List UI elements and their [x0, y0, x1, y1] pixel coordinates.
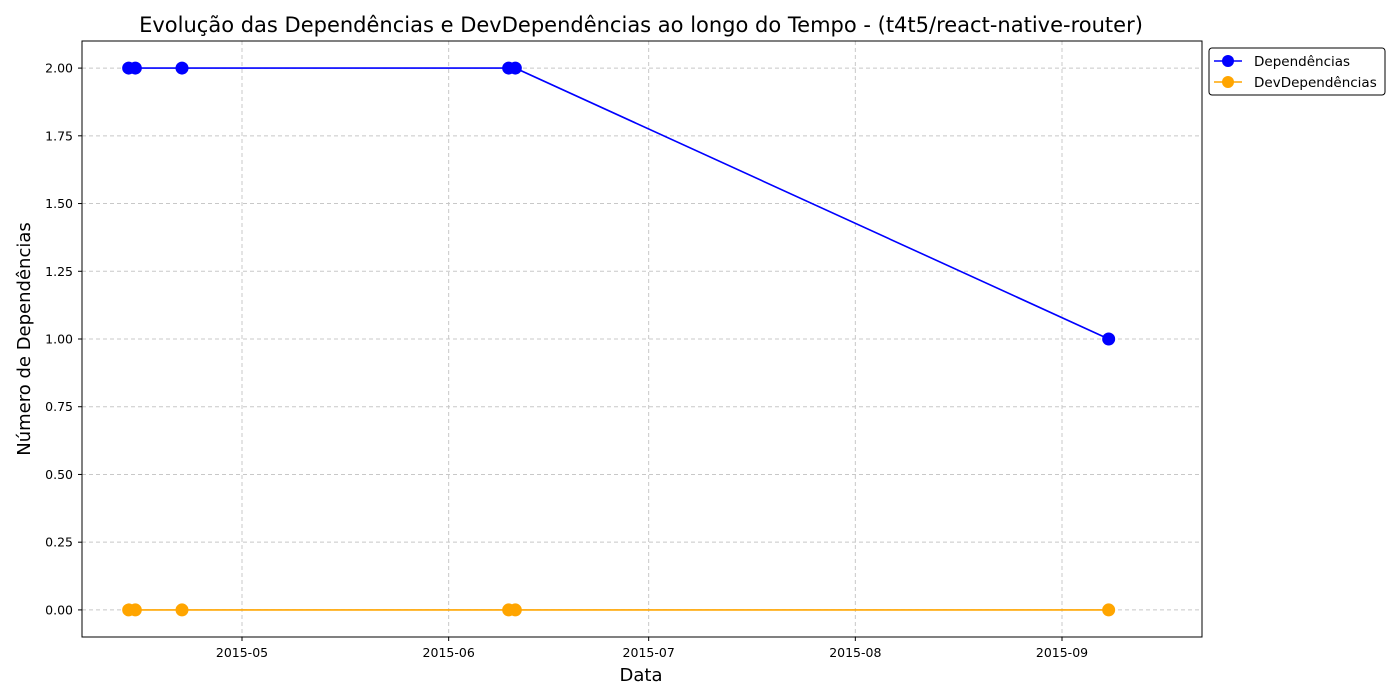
y-tick-label: 2.00 — [45, 61, 73, 76]
legend-label: Dependências — [1254, 54, 1350, 70]
y-tick-label: 1.00 — [45, 332, 73, 347]
y-axis-label: Número de Dependências — [14, 222, 35, 456]
x-tick-label: 2015-05 — [216, 645, 268, 660]
legend: Dependências DevDependências — [1208, 47, 1386, 96]
y-tick-label: 0.25 — [45, 535, 73, 550]
series-1-point — [128, 61, 142, 75]
series-1-line — [128, 67, 1109, 340]
x-tick-label: 2015-07 — [623, 645, 675, 660]
series-2-point — [128, 603, 142, 617]
y-tick-label: 0.50 — [45, 467, 73, 482]
x-axis-label: Data — [620, 665, 663, 686]
legend-label: DevDependências — [1254, 75, 1377, 91]
series-1-point — [1102, 332, 1116, 346]
axis-ticks: 0.00 0.25 0.50 0.75 1.00 1.25 1.50 1.75 2.00 2015… — [45, 61, 1088, 660]
series-1-point — [175, 61, 189, 75]
y-tick-label: 1.50 — [45, 196, 73, 211]
series-2-point — [1102, 603, 1116, 617]
series-2-point — [175, 603, 189, 617]
y-tick-label: 0.75 — [45, 399, 73, 414]
legend-box — [1208, 47, 1386, 96]
legend-marker — [1222, 55, 1234, 67]
series-layer — [122, 61, 1116, 617]
y-tick-label: 1.25 — [45, 264, 73, 279]
x-tick-label: 2015-08 — [829, 645, 881, 660]
x-tick-label: 2015-06 — [423, 645, 475, 660]
y-tick-label: 0.00 — [45, 602, 73, 617]
series-1-point — [508, 61, 522, 75]
series-2-point — [508, 603, 522, 617]
grid-lines — [82, 41, 1202, 637]
y-tick-label: 1.75 — [45, 128, 73, 143]
chart-title: Evolução das Dependências e DevDependênc… — [139, 13, 1143, 37]
legend-marker — [1222, 76, 1234, 88]
x-tick-label: 2015-09 — [1036, 645, 1088, 660]
